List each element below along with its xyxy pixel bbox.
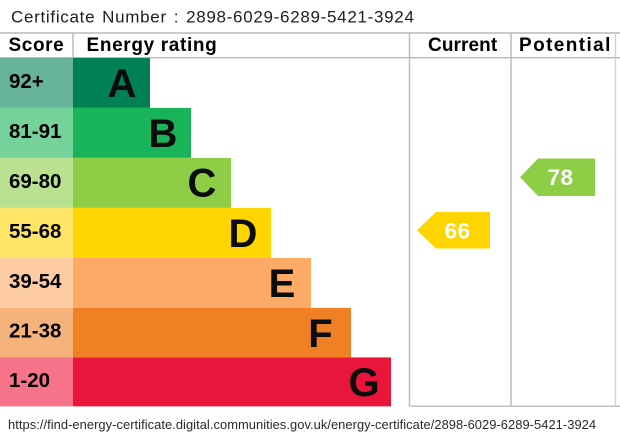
svg-text:39-54: 39-54 [9, 270, 62, 293]
svg-text:Current: Current [428, 35, 498, 56]
svg-text:92+: 92+ [9, 70, 44, 93]
svg-text:55-68: 55-68 [9, 220, 61, 243]
svg-text:B: B [149, 112, 178, 156]
svg-text:1-20: 1-20 [9, 369, 50, 392]
svg-text:A: A [108, 62, 137, 106]
svg-text:78: 78 [547, 165, 573, 190]
svg-text:Potential: Potential [519, 35, 612, 56]
svg-text:69-80: 69-80 [9, 170, 61, 193]
svg-text:Score: Score [9, 35, 65, 56]
svg-text:https://find-energy-certificat: https://find-energy-certificate.digital.… [8, 417, 596, 432]
svg-text:F: F [308, 312, 332, 356]
svg-text:21-38: 21-38 [9, 320, 61, 343]
svg-text:66: 66 [444, 219, 470, 244]
svg-text:C: C [188, 162, 217, 206]
svg-text:E: E [269, 262, 296, 306]
svg-text:D: D [229, 212, 258, 256]
svg-text:G: G [348, 361, 379, 405]
svg-text:Energy rating: Energy rating [87, 35, 218, 56]
svg-text:81-91: 81-91 [9, 120, 61, 143]
svg-text:Certificate Number : 2898-6029: Certificate Number : 2898-6029-6289-5421… [11, 8, 415, 27]
